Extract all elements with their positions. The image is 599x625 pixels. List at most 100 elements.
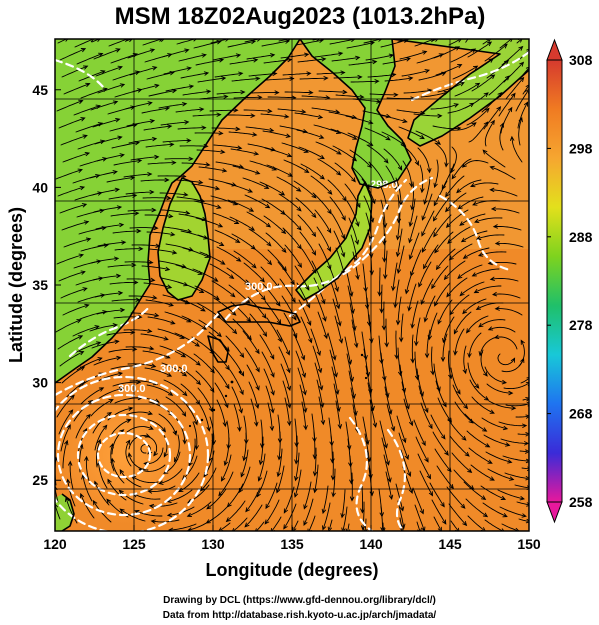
streamline-arrow [519,449,529,454]
streamline-arrow [418,385,429,414]
streamline-arrow [178,366,202,386]
streamline-arrow [259,334,275,360]
streamline-arrow [60,287,88,299]
streamline-arrow [449,435,470,457]
streamline-arrow [211,280,236,298]
streamline-arrow [221,454,232,482]
streamline-arrow [298,299,312,326]
streamline-arrow [233,95,263,100]
streamline-arrow [483,434,511,447]
streamline-arrow [263,215,287,235]
streamline-arrow [398,126,425,140]
streamline-arrow [314,362,324,391]
streamline-arrow [226,113,256,118]
colorbar-tick-label: 298 [569,140,593,156]
streamline-arrow [283,503,297,530]
streamline-arrow [265,385,275,414]
streamline-arrow [146,70,175,80]
streamline-arrow [57,185,86,197]
streamline-arrow [499,122,504,151]
streamline-arrow [280,52,310,59]
streamline-arrow [493,334,518,350]
streamline-arrow [474,217,503,224]
streamline-arrow [63,82,91,95]
streamline-arrow [391,262,398,292]
streamline-arrow [331,55,361,62]
streamline-arrow [218,471,234,497]
streamline-arrow [276,448,283,478]
streamline-arrow [420,402,433,430]
streamline-arrow [381,522,386,531]
streamline-arrow [490,206,520,214]
streamline-arrow [434,142,449,168]
streamline-arrow [276,329,290,356]
streamline-arrow [160,120,190,126]
streamline-arrow [315,294,327,322]
streamline-arrow [431,265,449,290]
streamline-arrow [179,298,206,312]
streamline-arrow [292,520,299,531]
streamline-arrow [448,243,473,261]
streamline-arrow [433,214,452,238]
streamline-arrow [209,263,235,280]
streamline-arrow [294,265,310,291]
streamline-arrow [168,523,197,531]
colorbar-tick-label: 288 [569,229,593,245]
streamline-arrow [440,333,448,363]
streamline-arrow [93,205,123,213]
streamline-arrow [419,164,425,194]
streamline-arrow [125,439,132,467]
streamline-arrow [435,64,463,76]
streamline-arrow [453,328,465,356]
streamline-arrow [432,125,462,131]
streamline-arrow [447,418,467,441]
streamline-arrow [257,453,266,482]
streamline-arrow [212,53,242,61]
streamline-arrow [278,193,302,212]
y-axis: 25 30 35 40 45 [32,82,61,488]
streamline-arrow [487,468,515,481]
streamline-arrow [79,492,95,519]
streamline-arrow [141,106,171,114]
streamline-arrow [299,384,308,414]
streamline-arrow [255,521,265,531]
streamline-arrow [226,483,244,508]
streamline-arrow [127,207,157,213]
streamline-arrow [261,39,291,47]
streamline-arrow [238,466,251,494]
streamline-arrow [231,517,248,531]
streamline-arrow [395,228,403,258]
streamline-arrow [415,436,429,463]
streamline-arrow [448,503,468,527]
streamline-arrow [146,384,174,396]
streamline-arrow [91,187,121,196]
streamline-arrow [131,83,160,93]
colorbar-max-arrow [546,38,563,61]
streamline-arrow [484,519,505,531]
streamline-arrow [265,482,278,510]
streamline-arrow [505,76,525,100]
streamline-arrow [498,421,528,428]
streamline-arrow [317,158,342,176]
streamline-arrow [62,151,91,163]
streamline-arrow [55,168,83,180]
streamline-arrow [313,464,319,494]
streamline-arrow [312,192,332,215]
streamline-arrow [500,106,513,134]
streamline-arrow [161,209,191,215]
streamline-arrow [60,424,71,452]
streamline-arrow [452,384,469,410]
streamline-arrow [225,182,254,193]
streamline-arrow [159,192,189,197]
streamline-arrow [244,504,263,528]
streamline-arrow [147,316,176,325]
streamline-arrow [329,349,338,378]
streamline-arrow [260,113,290,119]
streamline-arrow [310,175,333,195]
streamline-arrow [67,460,74,490]
streamline-arrow [316,70,346,75]
streamline-arrow [62,439,69,469]
streamline-arrow [90,100,119,111]
streamline-arrow [210,348,230,371]
streamline-arrow [270,516,282,531]
